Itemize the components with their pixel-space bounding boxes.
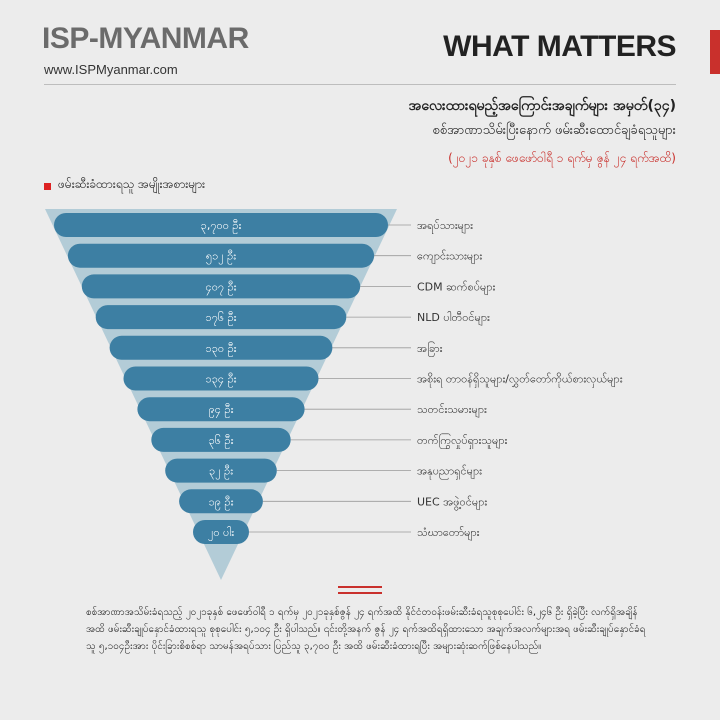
category-label: တက်ကြွလှုပ်ရှားသူများ xyxy=(417,433,507,449)
category-label: UEC အဖွဲ့ဝင်များ xyxy=(417,495,487,510)
footnote-text: စစ်အာဏာအသိမ်းခံရသည့် ၂၀၂၁ခုနှစ် ဖေဖော်ဝါ… xyxy=(86,607,646,652)
category-label: အခြား xyxy=(417,341,443,357)
funnel-bar xyxy=(81,274,361,299)
chart-title: အလေးထားရမည့်အကြောင်းအချက်များ အမှတ်(၃၄) xyxy=(408,98,676,114)
accent-bar xyxy=(710,30,720,74)
legend-marker xyxy=(44,183,51,190)
bar-value-label: ၁၇၆ ဦး xyxy=(206,311,237,326)
red-divider-bottom xyxy=(338,592,382,594)
funnel-bar xyxy=(193,520,249,544)
category-label: သံဃာတော်များ xyxy=(417,526,480,541)
funnel-bar xyxy=(54,213,388,237)
funnel-bar xyxy=(95,305,347,330)
bar-value-label: ၁၉ ဦး xyxy=(209,495,234,510)
category-label: ကျောင်းသားများ xyxy=(417,250,482,265)
bar-value-label: ၃၆ ဦး xyxy=(209,434,234,449)
bar-value-label: ၉၄ ဦး xyxy=(209,403,234,418)
category-label: အစိုးရ တာဝန်ရှိသူများ/လွှတ်တော်ကိုယ်စားလ… xyxy=(417,373,623,388)
section-title: WHAT MATTERS xyxy=(443,30,676,63)
brand-logo: ISP-MYANMAR xyxy=(42,22,249,55)
funnel-chart: ၃,၇၀၀ ဦး အရပ်သားများ၅၁၂ ဦး ကျောင်းသားများ၄… xyxy=(45,209,623,580)
bar-value-label: ၃၂ ဦး xyxy=(209,465,233,480)
bar-value-label: ၁၃၄ ဦး xyxy=(206,373,237,388)
legend-title: ဖမ်းဆီးခံထားရသူ အမျိုးအစားများ xyxy=(58,177,206,191)
bar-value-label: ၄၀၇ ဦး xyxy=(206,280,237,295)
bar-value-label: ၁၃၀ ဦး xyxy=(206,342,237,357)
funnel-bar xyxy=(67,243,375,268)
category-label: အနုပညာရှင်များ xyxy=(417,465,482,480)
category-label: NLD ပါတီဝင်များ xyxy=(417,311,490,326)
site-url: www.ISPMyanmar.com xyxy=(44,62,178,77)
header-divider xyxy=(44,84,676,85)
date-range: (၂၀၂၁ ခုနှစ် ဖေဖော်ဝါရီ ၁ ရက်မှ ဇွန် ၂၄ … xyxy=(448,151,676,165)
red-divider-top xyxy=(338,586,382,588)
category-label: CDM ဆက်စပ်များ xyxy=(417,280,496,295)
chart-subtitle: စစ်အာဏာသိမ်းပြီးနောက် ဖမ်းဆီးထောင်ချခံရသ… xyxy=(432,123,676,138)
bar-value-label: ၃,၇၀၀ ဦး xyxy=(201,219,242,234)
bar-value-label: ၂၀ ပါး xyxy=(208,526,234,541)
funnel-bar xyxy=(137,397,305,422)
category-label: သတင်းသမားများ xyxy=(417,403,487,418)
funnel-bar xyxy=(123,366,319,391)
funnel-bar xyxy=(179,489,263,514)
bar-value-label: ၅၁၂ ဦး xyxy=(206,250,236,265)
funnel-bar xyxy=(109,335,333,360)
category-label: အရပ်သားများ xyxy=(417,219,473,234)
funnel-bar xyxy=(151,427,291,452)
funnel-cone xyxy=(45,209,397,580)
funnel-bar xyxy=(165,458,277,483)
